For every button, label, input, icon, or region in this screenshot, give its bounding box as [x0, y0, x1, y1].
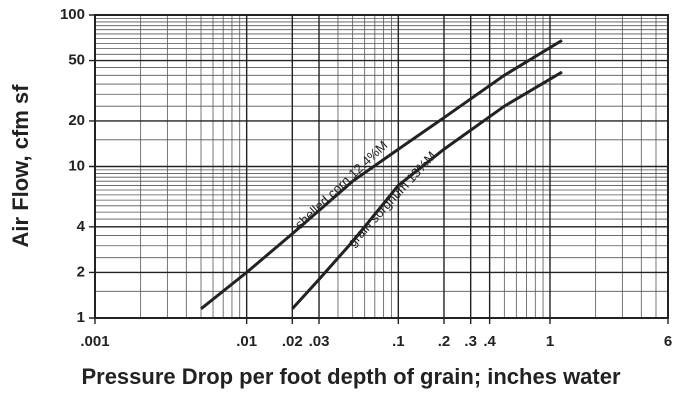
series-line — [291, 70, 563, 310]
x-tick-label: .001 — [80, 333, 109, 350]
y-tick-label: 4 — [77, 218, 86, 235]
x-tick-label: 6 — [664, 333, 672, 350]
x-tick-label: .01 — [236, 333, 257, 350]
y-axis-label: Air Flow, cfm sf — [8, 84, 33, 248]
y-tick-label: 2 — [77, 263, 85, 280]
x-tick-label: .3 — [464, 333, 477, 350]
x-tick-label: .1 — [392, 333, 405, 350]
x-tick-label: .02 — [282, 333, 303, 350]
x-tick-label: .4 — [483, 333, 496, 350]
y-tick-label: 20 — [68, 112, 85, 129]
series-line — [200, 39, 563, 310]
y-tick-label: 100 — [60, 6, 85, 23]
x-tick-label: .03 — [309, 333, 330, 350]
y-tick-label: 50 — [68, 52, 85, 69]
x-axis-label: Pressure Drop per foot depth of grain; i… — [81, 364, 621, 389]
plot-frame — [94, 14, 669, 319]
y-tick-label: 10 — [68, 157, 85, 174]
y-tick-label: 1 — [77, 309, 85, 326]
x-tick-label: 1 — [546, 333, 554, 350]
x-tick-label: .2 — [438, 333, 451, 350]
